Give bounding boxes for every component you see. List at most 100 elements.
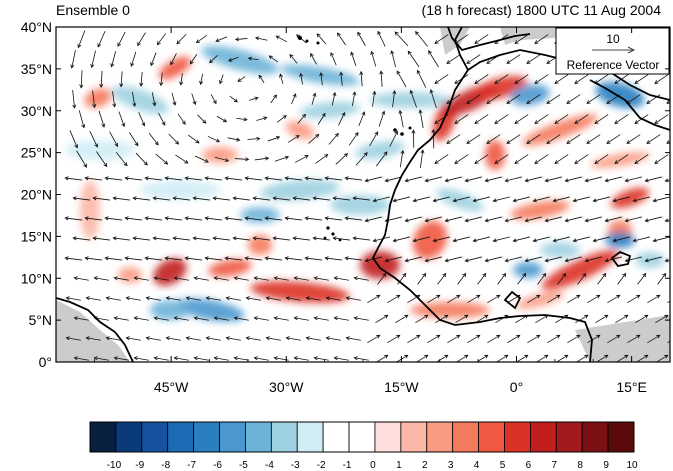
wind-vector	[644, 176, 662, 183]
wind-vector	[115, 152, 128, 167]
wind-vector	[444, 256, 462, 263]
wind-vector	[305, 296, 321, 301]
wind-vector	[526, 134, 541, 144]
wind-vector	[594, 114, 609, 124]
wind-vector	[150, 52, 157, 67]
anomaly-blob	[412, 220, 448, 260]
wind-vector	[484, 176, 502, 183]
wind-vector	[666, 140, 670, 144]
wind-vector	[392, 236, 410, 243]
wind-vector	[132, 236, 151, 241]
wind-vector	[574, 114, 589, 124]
wind-vector	[194, 155, 209, 163]
south-america-coast	[56, 297, 134, 362]
wind-vector	[375, 151, 388, 167]
wind-vector	[224, 216, 243, 221]
wind-vector	[130, 51, 137, 67]
wind-vector	[345, 296, 361, 301]
colorbar-label: 4	[474, 460, 480, 471]
wind-vector	[635, 314, 649, 324]
wind-vector	[584, 256, 602, 263]
wind-vector	[137, 32, 146, 47]
wind-vector	[267, 135, 281, 142]
wind-vector	[444, 176, 462, 183]
lon-tick-label: 30°W	[269, 379, 304, 395]
wind-vector	[213, 316, 229, 321]
wind-vector	[175, 154, 189, 164]
wind-vector	[268, 55, 279, 63]
wind-vector	[293, 276, 309, 281]
wind-vector	[392, 90, 397, 108]
wind-vector	[647, 334, 661, 344]
wind-vector	[212, 196, 231, 201]
anomaly-blob	[522, 114, 598, 146]
wind-vector	[447, 294, 461, 304]
wind-vector	[415, 314, 429, 324]
wind-vector	[431, 128, 436, 149]
lat-tick-label: 30°N	[21, 103, 52, 119]
colorbar-swatch	[452, 421, 479, 453]
wind-vector	[534, 34, 549, 44]
wind-vector	[427, 294, 441, 304]
wind-vector	[372, 90, 377, 107]
wind-vector	[387, 294, 401, 304]
wind-vector	[171, 92, 177, 106]
wind-vector	[624, 176, 642, 183]
wind-vector	[424, 256, 442, 263]
wind-vector	[184, 256, 203, 261]
colorbar-swatch	[529, 421, 557, 453]
anomaly-blob	[260, 179, 340, 201]
wind-vector	[185, 296, 201, 301]
wind-vector	[333, 356, 349, 361]
wind-vector	[324, 216, 343, 221]
colorbar-swatch	[193, 421, 220, 453]
wind-vector	[213, 276, 229, 281]
wind-vector	[494, 74, 509, 84]
wind-vector	[370, 50, 377, 67]
anomaly-blob	[510, 200, 570, 220]
wind-vector	[637, 272, 647, 285]
wind-vector	[234, 37, 248, 42]
wind-vector	[219, 74, 224, 85]
wind-vector	[153, 316, 169, 321]
wind-vector	[70, 50, 76, 69]
wind-vector	[153, 356, 169, 361]
wind-vector	[344, 216, 363, 221]
wind-vector	[125, 296, 141, 301]
missing-data-areas	[56, 27, 670, 362]
wind-vector	[612, 196, 630, 203]
wind-vector	[145, 296, 161, 301]
wind-vector	[195, 35, 207, 44]
wind-vector	[84, 216, 103, 221]
anomaly-blob	[605, 232, 635, 248]
wind-vector	[434, 154, 449, 164]
wind-vector	[65, 296, 81, 301]
wind-vector	[375, 314, 389, 324]
wind-vector	[96, 151, 108, 168]
wind-vector	[412, 196, 430, 203]
wind-vector	[258, 74, 265, 83]
wind-vector	[652, 196, 670, 203]
colorbar-label: 2	[422, 460, 428, 471]
wind-vector	[404, 216, 422, 223]
wind-vector	[615, 314, 629, 324]
wind-vector	[73, 356, 89, 361]
wind-vector	[272, 236, 291, 241]
wind-vector	[193, 356, 209, 361]
wind-vector	[379, 70, 384, 87]
wind-vector	[85, 336, 101, 341]
wind-vector	[544, 176, 562, 183]
wind-vector	[564, 256, 582, 263]
wind-vector	[557, 272, 567, 285]
wind-vector	[506, 134, 521, 144]
wind-vector	[292, 196, 311, 201]
iberia-coast	[447, 27, 531, 52]
wind-vector	[464, 256, 482, 263]
colorbar-label: 8	[577, 460, 583, 471]
wind-vector	[128, 132, 139, 147]
anomaly-blob	[175, 298, 245, 322]
wind-vector	[512, 236, 530, 243]
wind-vector	[652, 236, 670, 243]
wind-vector	[647, 294, 661, 304]
wind-vector	[325, 296, 341, 301]
